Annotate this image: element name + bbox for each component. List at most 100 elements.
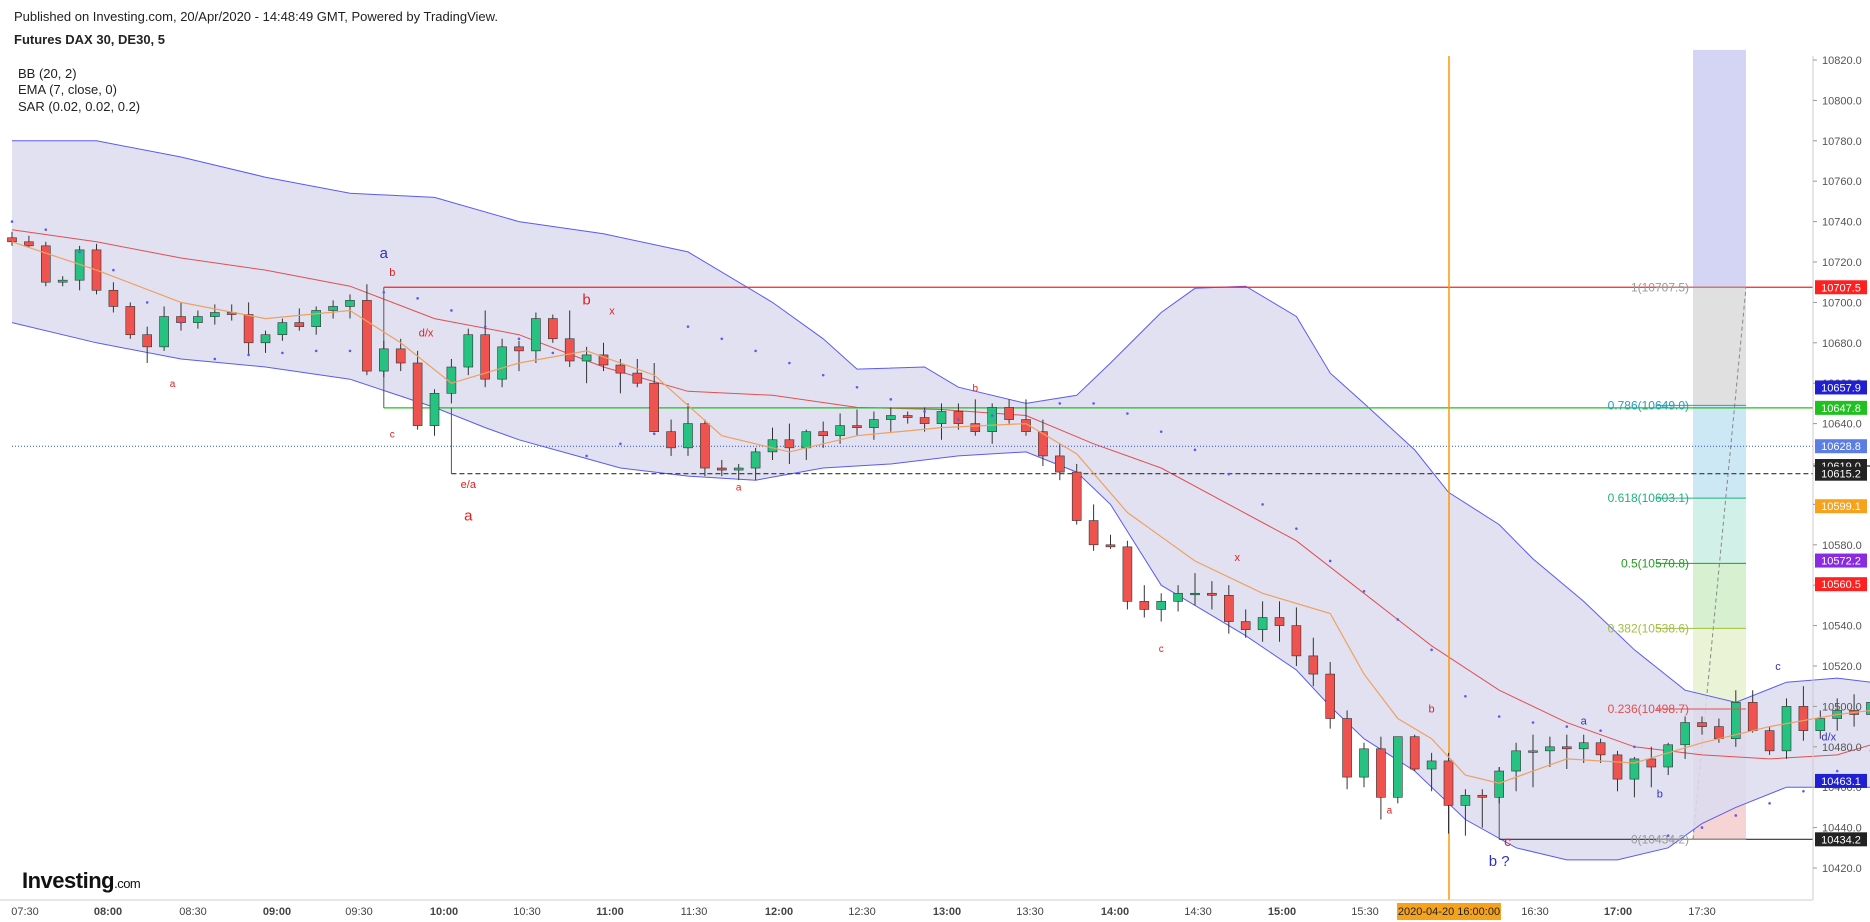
price-tag-label: 10463.1 xyxy=(1821,776,1861,788)
sar-dot xyxy=(788,361,791,365)
indicator-sar[interactable]: SAR (0.02, 0.02, 0.2) xyxy=(18,99,141,114)
candle-up xyxy=(277,322,288,336)
wave-label: a xyxy=(1387,805,1393,816)
sar-dot xyxy=(1565,725,1569,728)
candle-down xyxy=(598,354,609,366)
sar-dot xyxy=(720,337,724,341)
price-tag-label: 10434.2 xyxy=(1821,834,1861,846)
candle-up xyxy=(869,419,879,428)
price-tag xyxy=(1815,832,1867,847)
bollinger-mid-line xyxy=(11,229,1870,760)
candle-up xyxy=(1257,617,1268,630)
indicator-bb[interactable]: BB (20, 2) xyxy=(18,66,77,81)
time-axis-label: 11:00 xyxy=(596,906,624,918)
sar-dot xyxy=(855,385,859,389)
candle-down xyxy=(1798,706,1809,731)
wave-label: a xyxy=(464,508,473,525)
sar-dot xyxy=(1396,618,1400,621)
time-axis-label: 09:00 xyxy=(263,906,291,918)
candle-down xyxy=(1139,601,1150,610)
indicator-ema[interactable]: EMA (7, close, 0) xyxy=(18,82,117,97)
time-axis-label: 12:30 xyxy=(848,906,876,918)
candle-down xyxy=(902,415,913,418)
sar-dot xyxy=(1092,402,1095,405)
sar-dot xyxy=(179,321,183,324)
candle-up xyxy=(497,346,507,380)
candle-down xyxy=(1764,730,1775,752)
price-tag xyxy=(1815,439,1867,454)
candle-down xyxy=(125,306,136,336)
time-axis-label: 17:00 xyxy=(1604,906,1632,918)
price-tag xyxy=(1815,380,1867,395)
sar-dot xyxy=(1497,715,1501,718)
price-axis-label: 10420.0 xyxy=(1822,863,1862,875)
candle-up xyxy=(1511,750,1521,772)
fib-level-label: 0.5(10570.8) xyxy=(1621,556,1689,570)
candle-up xyxy=(1426,760,1437,770)
candle-down xyxy=(716,467,727,471)
candle-down xyxy=(953,411,964,424)
wave-label: b xyxy=(973,383,979,394)
candle-up xyxy=(1190,592,1200,596)
sar-dot xyxy=(145,301,149,304)
price-axis-label: 10640.0 xyxy=(1822,419,1862,431)
fib-band xyxy=(1693,287,1746,406)
price-axis-label: 10820.0 xyxy=(1822,55,1862,67)
candle-up xyxy=(1629,758,1640,780)
candle-down xyxy=(7,237,17,243)
candle-up xyxy=(1578,742,1589,750)
candle-down xyxy=(142,334,152,348)
candle-down xyxy=(1038,431,1048,457)
price-axis-label: 10440.0 xyxy=(1822,823,1862,835)
fib-level-label: 0.382(10538.6) xyxy=(1608,621,1689,635)
sar-dot xyxy=(1126,412,1129,415)
candle-down xyxy=(1308,655,1319,675)
sar-dot xyxy=(483,325,487,328)
price-tag-label: 10657.9 xyxy=(1821,382,1861,394)
sar-dot xyxy=(348,349,352,353)
sar-dot xyxy=(686,325,690,328)
sar-dot xyxy=(517,337,521,341)
candle-up xyxy=(1393,736,1403,798)
candle-up xyxy=(1173,592,1183,602)
fib-band xyxy=(1693,498,1746,564)
price-tag-label: 10647.8 xyxy=(1821,403,1861,415)
time-axis-label: 08:30 xyxy=(179,906,207,918)
candle-up xyxy=(328,306,338,311)
candle-up xyxy=(1731,702,1741,740)
fib-level-label: 0.618(10603.1) xyxy=(1608,491,1689,505)
price-tag-label: 10560.5 xyxy=(1821,579,1861,591)
candle-up xyxy=(210,312,220,317)
candle-up xyxy=(1663,744,1673,768)
bollinger-upper-line xyxy=(12,140,1870,703)
sar-dot xyxy=(1802,789,1805,793)
sar-dot xyxy=(78,250,81,254)
sar-dot xyxy=(1227,472,1231,476)
sar-dot xyxy=(247,353,250,357)
sar-dot xyxy=(889,398,893,401)
price-tag xyxy=(1815,499,1867,514)
candle-up xyxy=(1545,746,1555,752)
candle-down xyxy=(1714,726,1724,740)
candle-down xyxy=(294,322,305,327)
candle-up xyxy=(311,310,322,327)
candle-down xyxy=(547,318,558,340)
sar-dot xyxy=(314,349,318,353)
candle-up xyxy=(429,392,440,426)
sar-dot xyxy=(1700,826,1704,829)
candle-up xyxy=(1460,794,1471,806)
wave-label: a xyxy=(170,379,176,390)
candle-down xyxy=(1224,594,1234,622)
logo-name: Investing xyxy=(22,868,115,893)
published-caption: Published on Investing.com, 20/Apr/2020 … xyxy=(14,9,498,24)
price-axis-label: 10800.0 xyxy=(1822,95,1862,107)
candle-down xyxy=(243,314,254,344)
time-axis-label: 08:00 xyxy=(94,906,122,918)
candle-down xyxy=(1325,673,1335,719)
candle-down xyxy=(1071,471,1082,521)
time-axis-label: 13:00 xyxy=(933,906,961,918)
candle-down xyxy=(615,364,626,374)
wave-label: x xyxy=(1235,552,1241,564)
price-axis-label: 10760.0 xyxy=(1822,176,1862,188)
